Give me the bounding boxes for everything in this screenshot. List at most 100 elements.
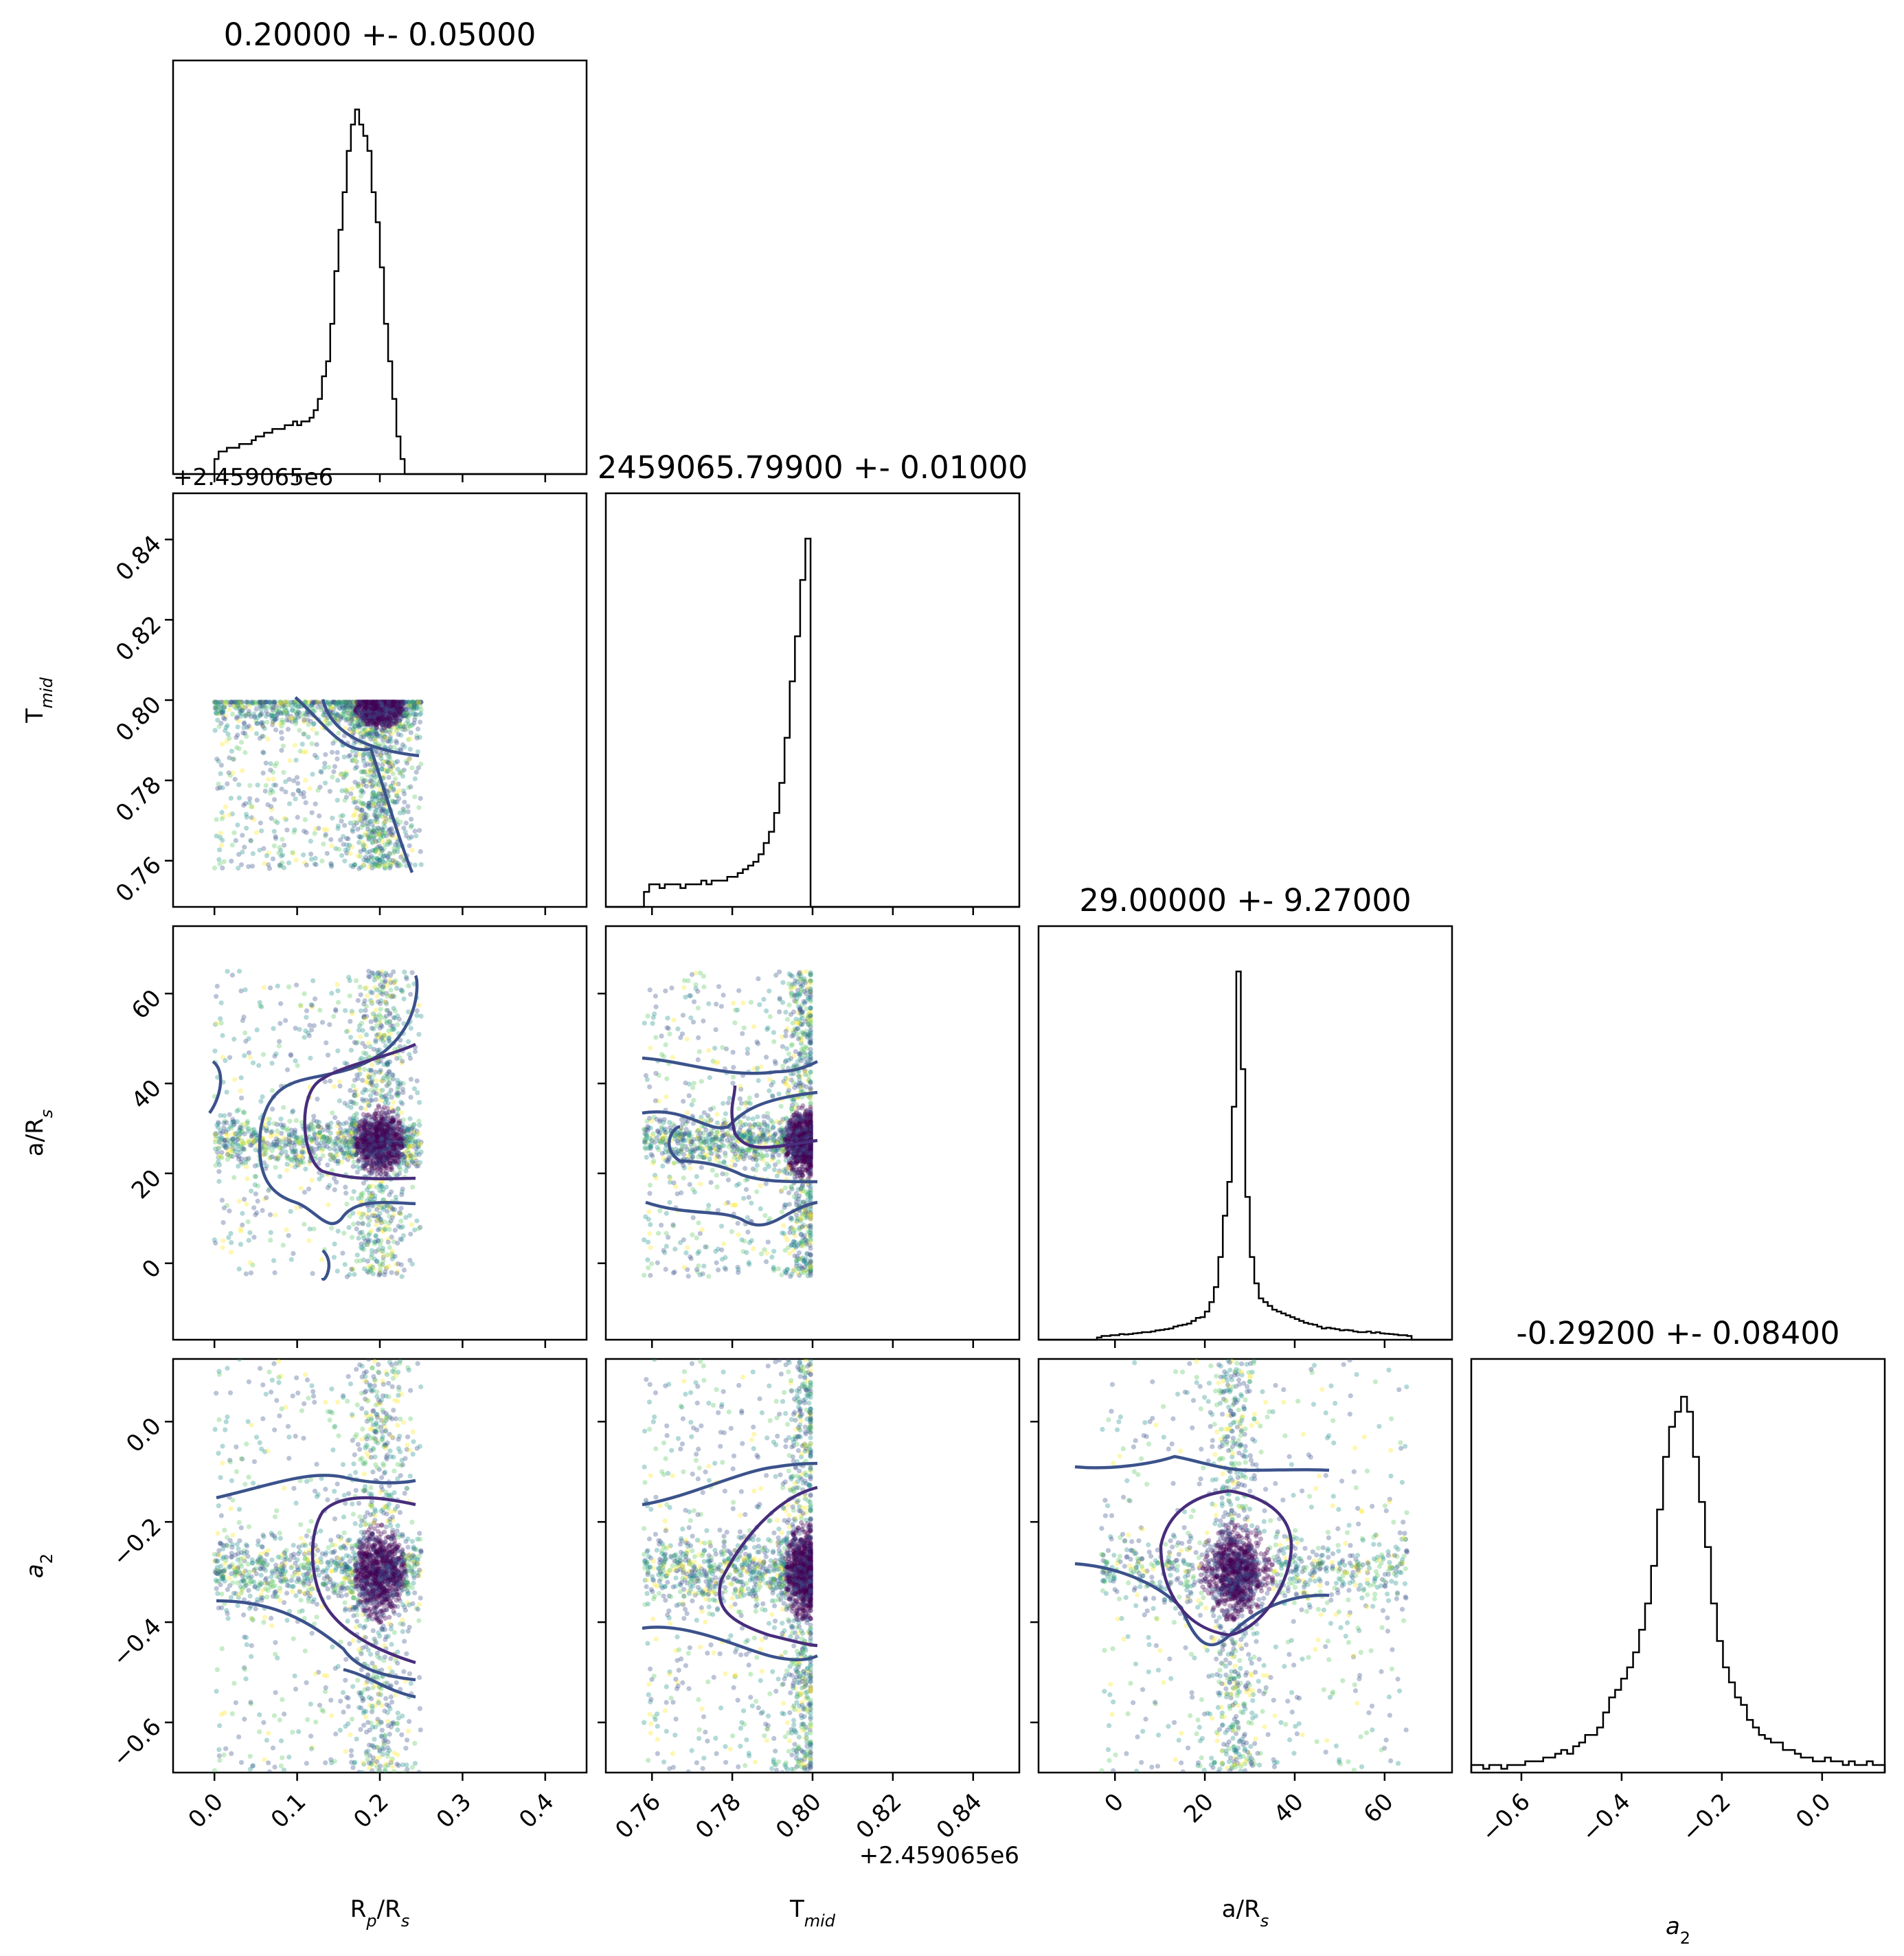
scatter-point — [370, 822, 375, 827]
scatter-point — [396, 712, 402, 718]
scatter-point — [272, 717, 277, 722]
scatter-point — [390, 699, 396, 705]
scatter-point — [370, 1135, 376, 1140]
scatter-point — [374, 704, 380, 710]
scatter-point — [356, 723, 361, 729]
scatter-point — [372, 704, 377, 710]
scatter-point — [376, 712, 381, 718]
scatter-point — [357, 1023, 363, 1028]
scatter-point — [376, 800, 381, 807]
scatter-point — [363, 721, 368, 727]
scatter-point — [360, 699, 365, 705]
scatter-point — [365, 813, 370, 818]
scatter-point — [278, 730, 284, 735]
scatter-point — [365, 716, 371, 722]
scatter-point — [363, 1003, 370, 1009]
scatter-point — [383, 707, 388, 712]
scatter-point — [390, 780, 396, 786]
scatter-point — [235, 703, 240, 708]
scatter-point — [367, 701, 373, 706]
scatter-point — [373, 1018, 378, 1024]
scatter-point — [357, 699, 363, 705]
scatter-point — [310, 727, 315, 732]
scatter-point — [383, 700, 389, 706]
scatter-point — [340, 699, 345, 705]
scatter-point — [387, 704, 392, 710]
scatter-point — [237, 699, 242, 705]
scatter-point — [258, 720, 264, 726]
scatter-point — [369, 856, 374, 862]
scatter-point — [370, 791, 375, 797]
scatter-point — [409, 706, 416, 712]
scatter-point — [362, 778, 367, 783]
scatter-point — [389, 703, 395, 708]
scatter-point — [365, 730, 371, 736]
scatter-point — [284, 1161, 290, 1167]
scatter-point — [365, 708, 371, 713]
scatter-point — [367, 705, 372, 710]
scatter-point — [398, 705, 403, 710]
scatter-point — [379, 732, 385, 738]
scatter-point — [303, 1166, 308, 1172]
scatter-point — [370, 1136, 376, 1141]
scatter-point — [261, 985, 267, 990]
scatter-point — [352, 705, 358, 710]
scatter-point — [293, 1118, 299, 1123]
scatter-point — [395, 708, 400, 714]
scatter-point — [344, 699, 350, 705]
scatter-point — [339, 818, 344, 824]
scatter-point — [368, 707, 374, 712]
scatter-point — [374, 704, 380, 710]
scatter-point — [356, 834, 362, 840]
scatter-point — [409, 970, 415, 976]
scatter-point — [380, 705, 385, 710]
scatter-point — [408, 723, 413, 729]
scatter-point — [389, 699, 395, 705]
scatter-point — [409, 1261, 415, 1267]
scatter-point — [271, 776, 276, 782]
scatter-point — [284, 1167, 290, 1173]
scatter-point — [324, 851, 330, 856]
scatter-point — [280, 743, 286, 749]
scatter-point — [240, 708, 245, 713]
scatter-point — [303, 699, 308, 705]
scatter-point — [376, 831, 383, 837]
scatter-point — [351, 823, 357, 829]
scatter-point — [367, 715, 373, 721]
scatter-point — [374, 706, 380, 712]
scatter-point — [335, 778, 341, 783]
scatter-point — [373, 839, 379, 844]
scatter-point — [388, 739, 394, 744]
scatter-point — [412, 715, 418, 720]
scatter-point — [328, 721, 333, 726]
scatter-point — [274, 708, 280, 713]
scatter-point — [362, 1114, 368, 1121]
scatter-point — [346, 699, 352, 705]
scatter-point — [313, 801, 318, 807]
scatter-point — [359, 722, 365, 728]
scatter-point — [235, 1136, 240, 1143]
scatter-point — [212, 1132, 218, 1138]
scatter-point — [314, 742, 319, 747]
scatter-point — [394, 708, 400, 713]
scatter-point — [212, 1048, 218, 1054]
scatter-point — [404, 833, 409, 839]
scatter-point — [367, 1067, 372, 1073]
y-tick-label: 0.76 — [111, 851, 167, 908]
scatter-point — [394, 701, 399, 707]
scatter-point — [653, 1004, 659, 1010]
scatter-point — [260, 699, 265, 705]
scatter-point — [218, 1020, 224, 1026]
scatter-point — [353, 699, 359, 705]
scatter-point — [382, 721, 387, 726]
scatter-point — [377, 710, 383, 715]
scatter-point — [314, 755, 320, 761]
scatter-point — [396, 699, 401, 705]
scatter-point — [374, 712, 379, 718]
scatter-point — [384, 706, 390, 711]
scatter-point — [277, 1021, 283, 1026]
scatter-point — [313, 826, 318, 832]
scatter-point — [378, 832, 384, 838]
scatter-point — [387, 718, 393, 723]
scatter-point — [320, 1146, 326, 1151]
